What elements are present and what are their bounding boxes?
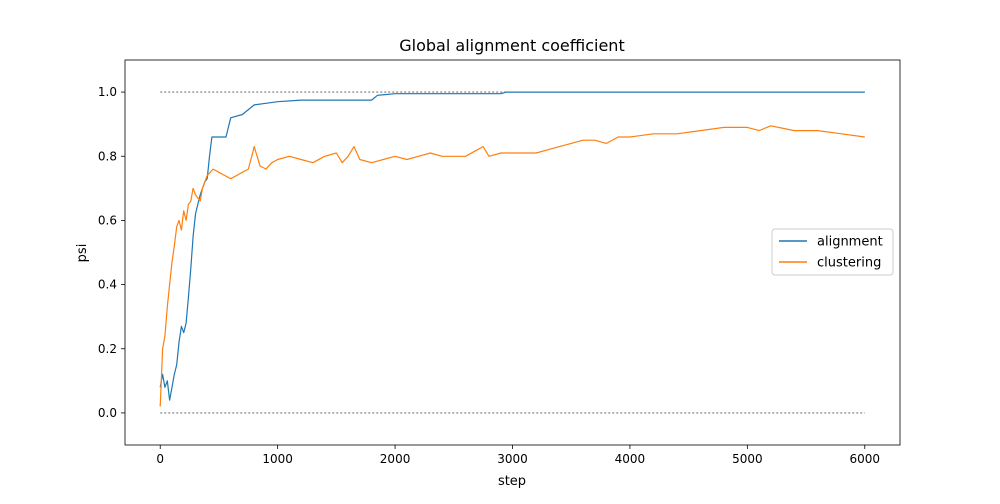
- y-tick-label: 0.6: [98, 213, 117, 227]
- series-line-clustering: [159, 125, 865, 407]
- chart-title: Global alignment coefficient: [399, 36, 624, 55]
- x-tick-label: 3000: [497, 452, 528, 466]
- x-tick-label: 5000: [732, 452, 763, 466]
- y-axis-label: psi: [75, 244, 90, 263]
- y-tick-label: 1.0: [98, 85, 117, 99]
- x-axis-label: step: [498, 474, 526, 489]
- y-axis-ticks: 0.0 0.2 0.4 0.6 0.8 1.0: [98, 85, 125, 420]
- y-tick-label: 0.4: [98, 278, 117, 292]
- y-tick-label: 0.0: [98, 406, 117, 420]
- y-tick-label: 0.2: [98, 342, 117, 356]
- legend: alignment clustering: [771, 228, 894, 276]
- legend-label-alignment: alignment: [817, 235, 883, 250]
- y-tick-label: 0.8: [98, 149, 117, 163]
- x-tick-label: 6000: [849, 452, 880, 466]
- x-tick-label: 4000: [615, 452, 646, 466]
- legend-label-clustering: clustering: [817, 256, 881, 271]
- x-axis-ticks: 0 1000 2000 3000 4000 5000 6000: [156, 445, 880, 466]
- series-layer: [159, 91, 865, 407]
- series-line-alignment: [159, 91, 865, 401]
- x-tick-label: 2000: [380, 452, 411, 466]
- x-tick-label: 1000: [262, 452, 293, 466]
- x-tick-label: 0: [156, 452, 164, 466]
